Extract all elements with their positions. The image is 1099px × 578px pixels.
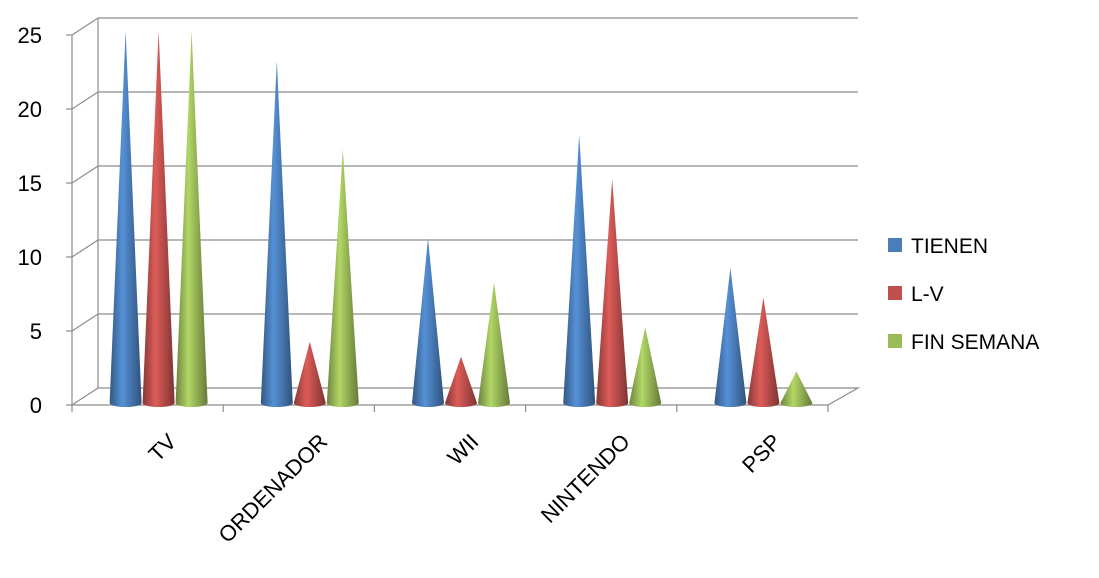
legend-swatch bbox=[888, 286, 902, 300]
y-tick-label: 5 bbox=[30, 319, 42, 344]
cone-l-v-nintendo bbox=[596, 179, 629, 407]
cone-fin-semana-tv bbox=[175, 31, 208, 407]
data-cones bbox=[109, 31, 813, 407]
gridline-diagonal bbox=[71, 17, 99, 36]
cone-l-v-psp bbox=[747, 297, 780, 407]
legend-label: FIN SEMANA bbox=[911, 331, 1039, 354]
category-label: WII bbox=[443, 429, 484, 470]
x-axis bbox=[71, 405, 829, 412]
legend-swatch bbox=[888, 334, 902, 348]
legend-label: TIENEN bbox=[911, 235, 988, 258]
gridline-diagonal bbox=[71, 91, 99, 110]
legend-item: FIN SEMANA bbox=[888, 331, 1039, 354]
gridline-diagonal bbox=[71, 239, 99, 258]
cone-fin-semana-psp bbox=[780, 371, 813, 407]
gridline-diagonal bbox=[71, 313, 99, 332]
legend: TIENEN L-V FIN SEMANA bbox=[888, 235, 1039, 354]
gridlines bbox=[71, 17, 858, 332]
cone-fin-semana-wii bbox=[478, 282, 510, 407]
legend-item: TIENEN bbox=[888, 235, 988, 258]
cone-l-v-tv bbox=[142, 31, 175, 407]
cone-tienen-nintendo bbox=[563, 134, 596, 407]
y-axis-ticks: 0 5 10 15 20 25 bbox=[18, 23, 72, 418]
cone-tienen-wii bbox=[412, 238, 444, 407]
cone-tienen-tv bbox=[109, 31, 142, 407]
y-tick-label: 10 bbox=[18, 245, 42, 270]
cone-tienen-psp bbox=[714, 267, 747, 407]
category-label: TV bbox=[144, 429, 182, 467]
cone-fin-semana-ordenador bbox=[326, 149, 359, 407]
legend-swatch bbox=[888, 238, 902, 252]
y-tick-label: 20 bbox=[18, 97, 42, 122]
legend-item: L-V bbox=[888, 283, 944, 306]
y-tick-label: 25 bbox=[18, 23, 42, 48]
cone-fin-semana-nintendo bbox=[629, 327, 662, 407]
legend-label: L-V bbox=[911, 283, 944, 306]
cone-tienen-ordenador bbox=[260, 60, 293, 407]
gridline-diagonal bbox=[71, 165, 99, 184]
category-label: NINTENDO bbox=[536, 429, 635, 528]
category-label: ORDENADOR bbox=[214, 429, 333, 548]
category-labels: TV ORDENADOR WII NINTENDO PSP bbox=[144, 429, 786, 548]
cone-l-v-ordenador bbox=[293, 341, 326, 407]
category-label: PSP bbox=[737, 429, 786, 478]
y-tick-label: 0 bbox=[30, 393, 42, 418]
y-tick-label: 15 bbox=[18, 171, 42, 196]
cone-l-v-wii bbox=[445, 356, 477, 407]
